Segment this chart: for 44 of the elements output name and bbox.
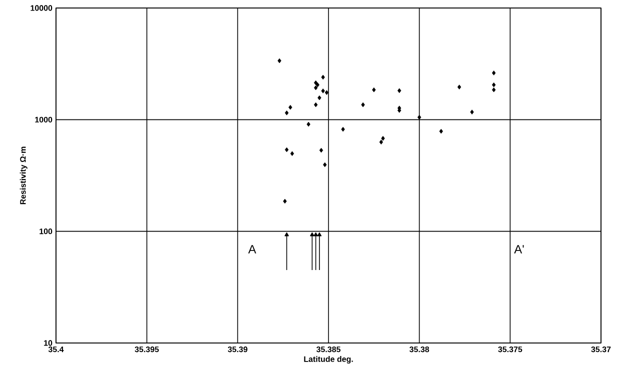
point <box>314 85 318 90</box>
point <box>470 110 474 114</box>
x-tick-label: 35.38 <box>410 346 430 352</box>
point <box>284 110 289 116</box>
point <box>283 198 287 204</box>
point <box>341 126 345 132</box>
point <box>278 58 282 64</box>
y-tick-label: 10 <box>44 340 52 346</box>
x-tick-label: 35.39 <box>228 346 248 352</box>
y-tick-label: 10000 <box>30 5 52 11</box>
point <box>314 102 318 108</box>
x-axis-title: Latitude deg. <box>304 356 353 364</box>
point <box>288 104 292 110</box>
y-tick-label: 1000 <box>35 116 52 122</box>
point <box>417 114 422 120</box>
x-tick-label: 35.4 <box>48 346 64 352</box>
point <box>324 90 329 95</box>
x-tick-label: 35.37 <box>591 346 611 352</box>
point <box>318 95 322 100</box>
annotation: A' <box>514 245 524 254</box>
x-tick-label: 35.375 <box>498 346 522 352</box>
point <box>492 87 496 92</box>
point <box>290 151 294 156</box>
point <box>361 102 365 108</box>
y-tick-label: 100 <box>40 228 52 234</box>
point <box>284 147 289 152</box>
point <box>379 140 384 144</box>
point <box>397 88 402 94</box>
annotation: A <box>248 245 256 254</box>
x-tick-label: 35.385 <box>316 346 340 352</box>
point <box>372 87 376 92</box>
y-axis-title: Resistivity Ω·m <box>20 146 28 204</box>
point <box>306 122 310 127</box>
point <box>492 70 496 76</box>
point <box>323 162 327 168</box>
point <box>381 136 385 141</box>
point <box>319 148 324 153</box>
point <box>439 128 443 134</box>
point <box>321 74 325 80</box>
point <box>457 84 462 90</box>
point <box>492 82 496 88</box>
point <box>316 82 320 88</box>
x-tick-label: 35.395 <box>134 346 159 352</box>
point <box>321 88 325 94</box>
